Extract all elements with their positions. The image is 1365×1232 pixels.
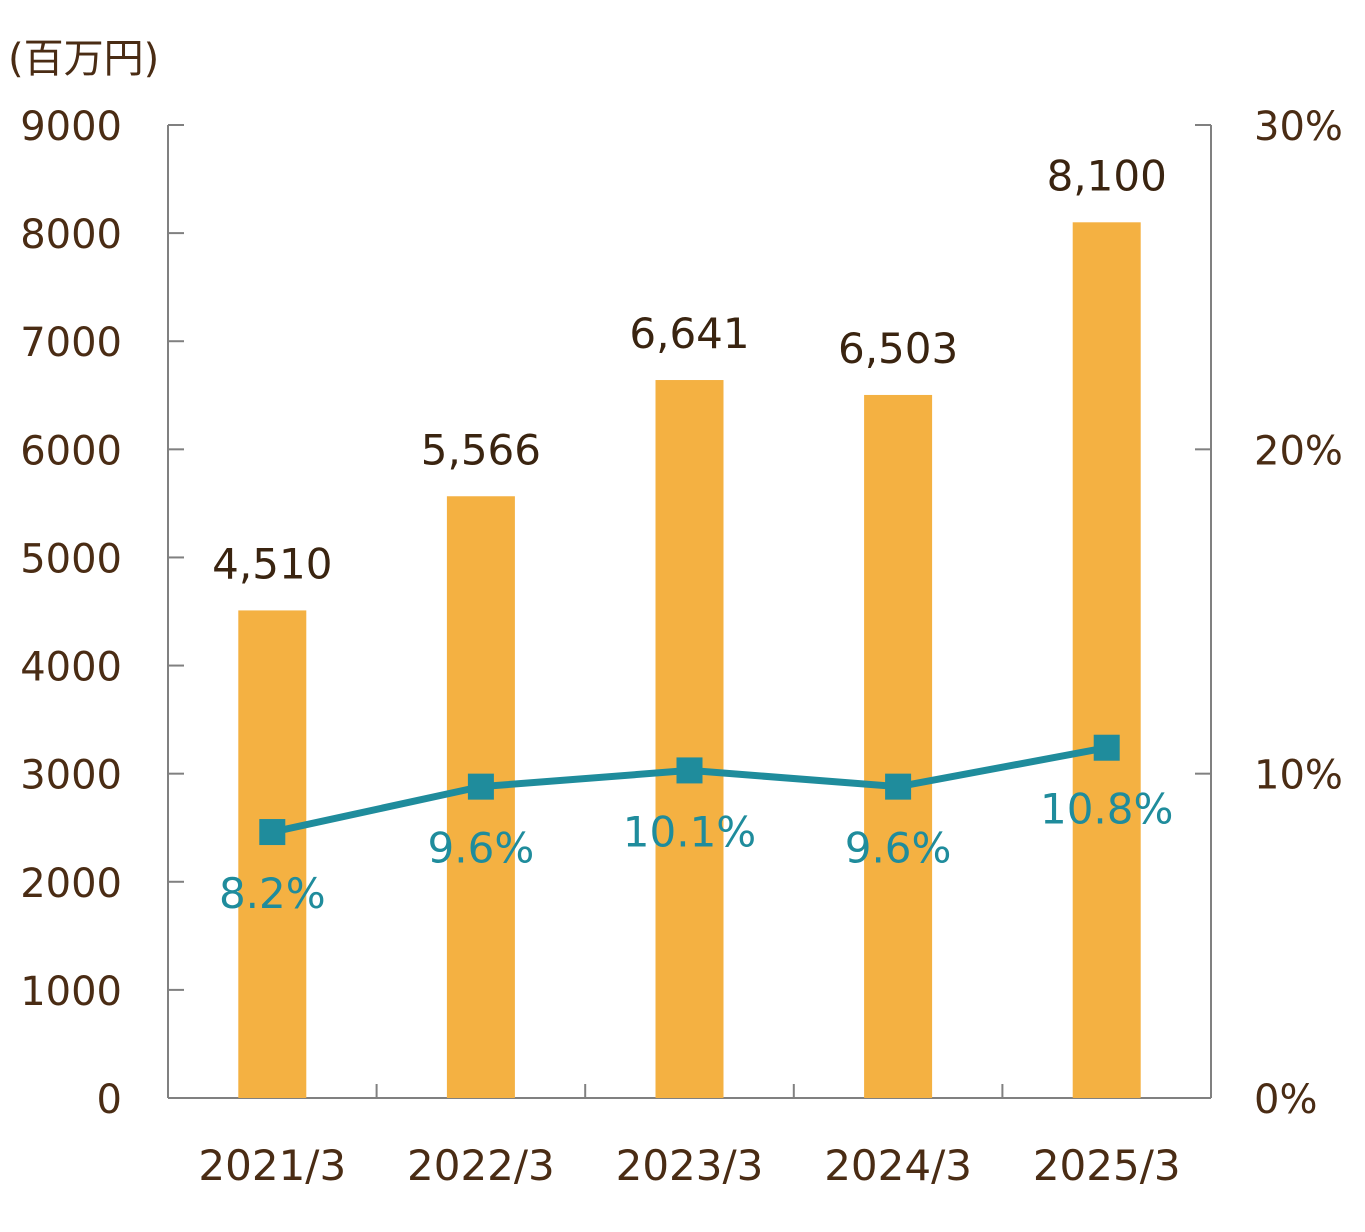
- x-axis-labels: 2021/3 2022/3 2023/3 2024/3 2025/3: [198, 1141, 1180, 1190]
- right-axis-tick-label: 10%: [1254, 753, 1343, 799]
- x-axis-label: 2022/3: [407, 1141, 555, 1190]
- ratio-value-label: 9.6%: [428, 824, 535, 873]
- bar-value-label: 6,503: [838, 324, 958, 373]
- bar: [655, 380, 724, 1098]
- left-axis-tick-label: 1000: [20, 969, 122, 1015]
- line-value-labels: 8.2% 9.6% 10.1% 9.6% 10.8%: [219, 785, 1173, 918]
- bar-value-label: 4,510: [212, 539, 332, 588]
- right-axis-tick-label: 30%: [1254, 104, 1343, 150]
- bar-value-labels: 4,510 5,566 6,641 6,503 8,100: [212, 151, 1167, 588]
- left-axis-ticks: 0 1000 2000 3000 4000 5000 6000 7000 8000 9000: [20, 104, 184, 1123]
- ratio-value-label: 8.2%: [219, 869, 326, 918]
- ratio-marker: [885, 773, 912, 800]
- left-axis-tick-label: 3000: [20, 753, 122, 799]
- x-axis-label: 2023/3: [616, 1141, 764, 1190]
- x-axis-label: 2025/3: [1033, 1141, 1181, 1190]
- bar: [238, 610, 307, 1098]
- right-axis-tick-label: 20%: [1254, 428, 1343, 474]
- bar: [1072, 222, 1141, 1099]
- left-axis-tick-label: 0: [97, 1077, 122, 1123]
- x-axis-label: 2024/3: [824, 1141, 972, 1190]
- ratio-value-label: 10.8%: [1040, 785, 1173, 834]
- ratio-marker: [1093, 734, 1120, 761]
- left-axis-tick-label: 9000: [20, 104, 122, 150]
- left-axis-tick-label: 2000: [20, 861, 122, 907]
- left-axis-tick-label: 8000: [20, 212, 122, 258]
- bar-value-label: 8,100: [1047, 151, 1167, 200]
- x-axis-label: 2021/3: [198, 1141, 346, 1190]
- left-axis-tick-label: 7000: [20, 320, 122, 366]
- left-axis-tick-label: 4000: [20, 645, 122, 691]
- ratio-marker: [259, 819, 286, 846]
- bar-value-label: 5,566: [421, 425, 541, 474]
- right-axis-tick-label: 0%: [1254, 1077, 1317, 1123]
- bar-value-label: 6,641: [629, 309, 749, 358]
- ratio-value-label: 10.1%: [623, 807, 756, 856]
- left-axis-tick-label: 5000: [20, 536, 122, 582]
- bar: [864, 394, 933, 1098]
- bar-series: [238, 222, 1141, 1099]
- ratio-value-label: 9.6%: [845, 824, 952, 873]
- ratio-marker: [676, 757, 703, 784]
- unit-label: (百万円): [8, 36, 159, 82]
- right-axis-ticks: 0% 10% 20% 30%: [1195, 104, 1343, 1123]
- line-series: [259, 734, 1120, 846]
- ratio-marker: [467, 773, 494, 800]
- left-axis-tick-label: 6000: [20, 428, 122, 474]
